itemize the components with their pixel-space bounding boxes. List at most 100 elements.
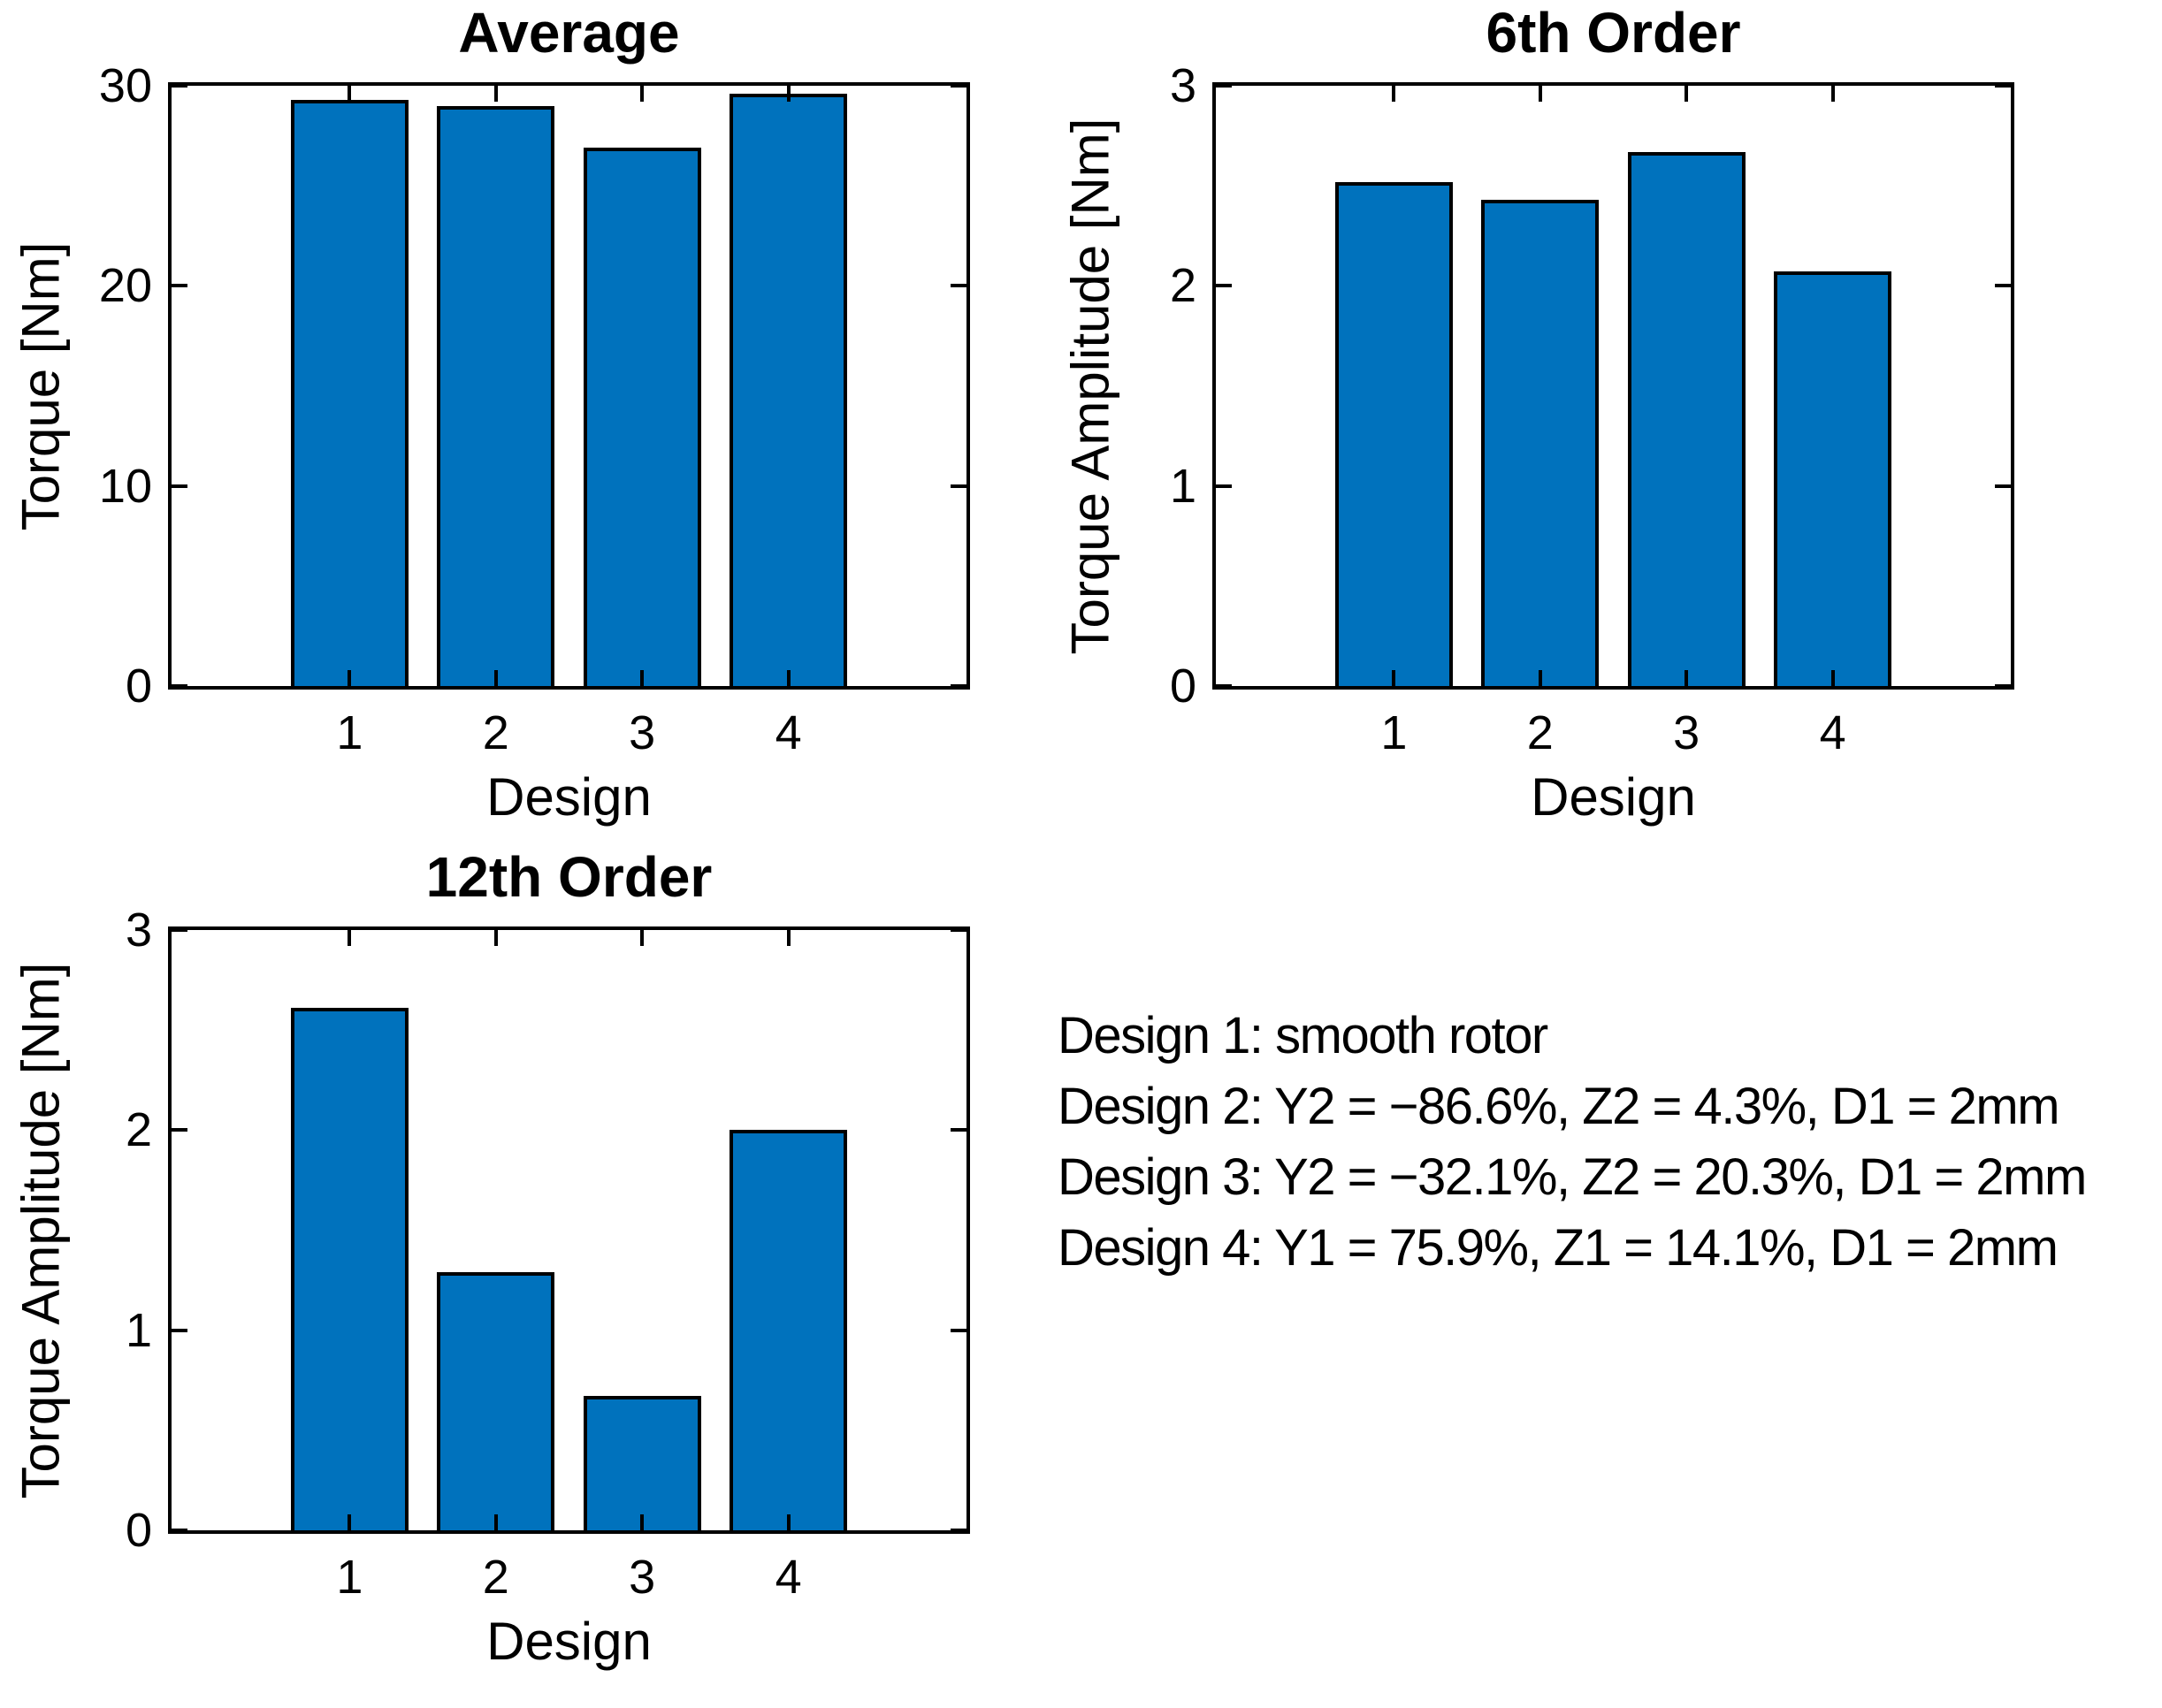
bar-average-design-3 [583, 148, 701, 686]
y-tick-mark-right [951, 284, 966, 288]
x-tick-mark-top [640, 86, 645, 102]
y-tick-mark-right [1995, 84, 2011, 88]
x-tick-mark-top [348, 86, 352, 102]
x-axis-label-average: Design [486, 767, 652, 827]
y-axis-label-order-12: Torque Amplitude [Nm] [11, 962, 70, 1498]
annotation-line-design-1: Design 1: smooth rotor [1058, 1007, 1548, 1064]
x-tick-mark-top [1538, 86, 1542, 102]
x-axis-label-order-12: Design [486, 1612, 652, 1671]
x-tick-label: 1 [336, 706, 363, 759]
y-tick-mark-right [1995, 484, 2011, 488]
annotation-line-design-3: Design 3: Y2 = −32.1%, Z2 = 20.3%, D1 = … [1058, 1148, 2087, 1206]
x-tick-mark [348, 670, 352, 686]
y-tick-mark-right [951, 1328, 966, 1332]
y-tick-label: 0 [125, 660, 152, 713]
x-tick-mark [493, 670, 498, 686]
y-tick-label: 2 [1169, 259, 1196, 313]
y-tick-mark [1216, 84, 1232, 88]
y-tick-label: 3 [1169, 59, 1196, 112]
annotation-line-design-4: Design 4: Y1 = 75.9%, Z1 = 14.1%, D1 = 2… [1058, 1219, 2059, 1277]
y-tick-label: 20 [98, 259, 152, 313]
x-tick-mark-top [786, 930, 791, 946]
bar-order-6-design-2 [1481, 200, 1600, 686]
y-tick-mark [172, 84, 187, 88]
y-axis-label-order-6: Torque Amplitude [Nm] [1060, 118, 1119, 654]
y-axis-label-average: Torque [Nm] [11, 241, 70, 530]
bar-order-12-design-2 [437, 1272, 555, 1530]
x-tick-mark [786, 1514, 791, 1530]
x-tick-mark [640, 670, 645, 686]
y-tick-mark-right [951, 1128, 966, 1132]
y-tick-mark-right [951, 484, 966, 488]
x-tick-label: 4 [775, 1551, 802, 1604]
bar-average-design-2 [437, 105, 555, 686]
x-tick-mark [640, 1514, 645, 1530]
y-tick-mark [172, 1128, 187, 1132]
bar-order-6-design-1 [1334, 181, 1453, 686]
axes-box-average [168, 82, 970, 690]
bar-order-6-design-3 [1627, 151, 1746, 686]
y-tick-mark [172, 284, 187, 288]
x-tick-mark [1538, 670, 1542, 686]
y-tick-mark-right [951, 1529, 966, 1532]
annotation-line-design-2: Design 2: Y2 = −86.6%, Z2 = 4.3%, D1 = 2… [1058, 1078, 2060, 1135]
x-tick-mark [786, 670, 791, 686]
x-tick-mark [1685, 670, 1689, 686]
bar-order-12-design-3 [583, 1396, 701, 1530]
bar-order-12-design-1 [290, 1008, 409, 1530]
y-tick-label: 2 [125, 1103, 152, 1157]
x-tick-label: 3 [629, 1551, 656, 1604]
bar-order-12-design-4 [730, 1130, 848, 1530]
y-tick-mark [172, 684, 187, 688]
y-tick-label: 1 [1169, 459, 1196, 513]
x-tick-mark-top [493, 86, 498, 102]
x-tick-label: 4 [775, 706, 802, 759]
y-tick-mark [172, 1328, 187, 1332]
y-tick-label: 0 [1169, 660, 1196, 713]
plot-title-order-12: 12th Order [425, 845, 713, 909]
y-tick-mark [1216, 284, 1232, 288]
x-tick-mark [348, 1514, 352, 1530]
x-tick-label: 2 [482, 1551, 509, 1604]
y-tick-mark-right [951, 684, 966, 688]
plot-title-average: Average [458, 1, 680, 65]
y-tick-label: 3 [125, 904, 152, 957]
x-tick-mark [493, 1514, 498, 1530]
bar-order-6-design-4 [1774, 271, 1892, 686]
y-tick-mark-right [1995, 284, 2011, 288]
design-annotation-block: Design 1: smooth rotor Design 2: Y2 = −8… [1058, 1001, 2087, 1284]
axes-box-order-12 [168, 926, 970, 1534]
x-axis-label-order-6: Design [1531, 767, 1696, 827]
x-tick-mark-top [640, 930, 645, 946]
x-tick-mark [1830, 670, 1835, 686]
x-tick-label: 1 [336, 1551, 363, 1604]
y-tick-label: 30 [98, 59, 152, 112]
y-tick-mark [1216, 484, 1232, 488]
x-tick-mark-top [1830, 86, 1835, 102]
bar-average-design-4 [730, 94, 848, 686]
x-tick-mark-top [493, 930, 498, 946]
x-tick-mark-top [1685, 86, 1689, 102]
axes-box-order-6 [1212, 82, 2014, 690]
y-tick-label: 1 [125, 1303, 152, 1357]
y-tick-mark [172, 928, 187, 932]
x-tick-label: 2 [482, 706, 509, 759]
y-tick-mark-right [951, 84, 966, 88]
x-tick-mark-top [348, 930, 352, 946]
x-tick-mark-top [786, 86, 791, 102]
y-tick-label: 0 [125, 1504, 152, 1557]
x-tick-mark [1392, 670, 1396, 686]
x-tick-label: 3 [629, 706, 656, 759]
y-tick-mark [1216, 684, 1232, 688]
x-tick-label: 4 [1819, 706, 1846, 759]
y-tick-mark [172, 484, 187, 488]
x-tick-label: 3 [1673, 706, 1700, 759]
bar-average-design-1 [290, 99, 409, 686]
x-tick-label: 2 [1526, 706, 1554, 759]
y-tick-label: 10 [98, 459, 152, 513]
y-tick-mark-right [951, 928, 966, 932]
x-tick-label: 1 [1380, 706, 1408, 759]
plot-title-order-6: 6th Order [1486, 1, 1741, 65]
x-tick-mark-top [1392, 86, 1396, 102]
